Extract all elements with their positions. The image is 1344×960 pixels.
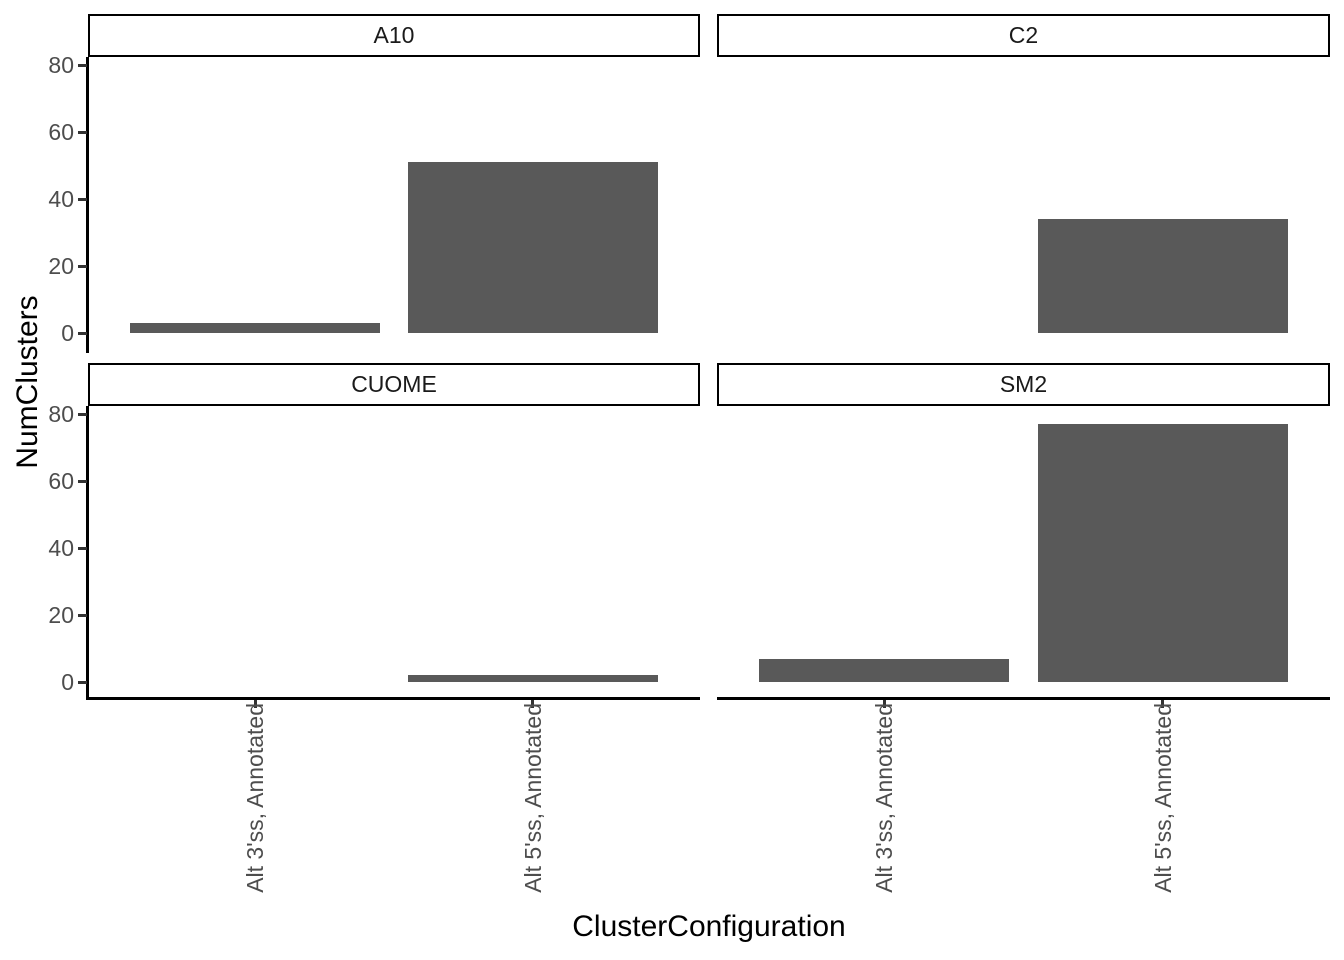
x-axis-tick-label: Alt 3'ss, Annotated bbox=[242, 703, 269, 893]
facet-panel-cuome bbox=[88, 406, 700, 698]
y-axis-tick-label: 60 bbox=[48, 119, 74, 145]
facet-strip-label: C2 bbox=[1008, 22, 1039, 48]
y-axis-tick bbox=[78, 546, 87, 550]
facet-strip-sm2: SM2 bbox=[717, 363, 1330, 406]
y-axis-tick-label: 40 bbox=[48, 535, 74, 561]
x-axis-tick-label: Alt 3'ss, Annotated bbox=[871, 703, 898, 893]
x-axis-tick-label: Alt 5'ss, Annotated bbox=[1149, 703, 1176, 893]
y-axis-tick bbox=[78, 264, 87, 268]
y-axis-title: NumClusters bbox=[11, 295, 44, 469]
x-axis-tick bbox=[531, 700, 535, 708]
y-axis-tick-label: 40 bbox=[48, 186, 74, 212]
y-axis-tick-label: 20 bbox=[48, 602, 74, 628]
x-axis-tick-label: Alt 5'ss, Annotated bbox=[519, 703, 546, 893]
y-axis-tick bbox=[78, 63, 87, 67]
facet-strip-c2: C2 bbox=[717, 14, 1330, 57]
bar-sm2-cat2 bbox=[1037, 424, 1288, 682]
y-axis-tick bbox=[78, 130, 87, 134]
y-axis-tick-label: 0 bbox=[61, 320, 74, 346]
y-axis-tick bbox=[78, 412, 87, 416]
bar-cuome-cat2 bbox=[407, 675, 658, 682]
bar-sm2-cat1 bbox=[759, 658, 1010, 682]
y-axis-line-top-row bbox=[86, 57, 89, 353]
facet-strip-label: SM2 bbox=[999, 371, 1048, 397]
y-axis-tick bbox=[78, 479, 87, 483]
y-axis-tick bbox=[78, 680, 87, 684]
bar-a10-cat1 bbox=[130, 322, 381, 333]
y-axis-tick-label: 80 bbox=[48, 52, 74, 78]
facet-strip-a10: A10 bbox=[88, 14, 700, 57]
bar-a10-cat2 bbox=[407, 162, 658, 333]
x-axis-line-right-panel bbox=[717, 697, 1330, 700]
y-axis-tick-label: 0 bbox=[61, 669, 74, 695]
x-axis-tick bbox=[882, 700, 886, 708]
facet-strip-label: A10 bbox=[373, 22, 415, 48]
y-axis-tick-label: 60 bbox=[48, 468, 74, 494]
x-axis-tick bbox=[1161, 700, 1165, 708]
facet-strip-cuome: CUOME bbox=[88, 363, 700, 406]
x-axis-line-left-panel bbox=[88, 697, 700, 700]
y-axis-tick-label: 20 bbox=[48, 253, 74, 279]
bar-c2-cat2 bbox=[1037, 219, 1288, 333]
y-axis-line-bottom-row bbox=[86, 406, 89, 700]
facet-strip-label: CUOME bbox=[351, 371, 437, 397]
x-axis-title: ClusterConfiguration bbox=[572, 910, 846, 943]
x-axis-tick bbox=[253, 700, 257, 708]
y-axis-tick bbox=[78, 613, 87, 617]
y-axis-tick bbox=[78, 331, 87, 335]
y-axis-tick-label: 80 bbox=[48, 401, 74, 427]
y-axis-tick bbox=[78, 197, 87, 201]
